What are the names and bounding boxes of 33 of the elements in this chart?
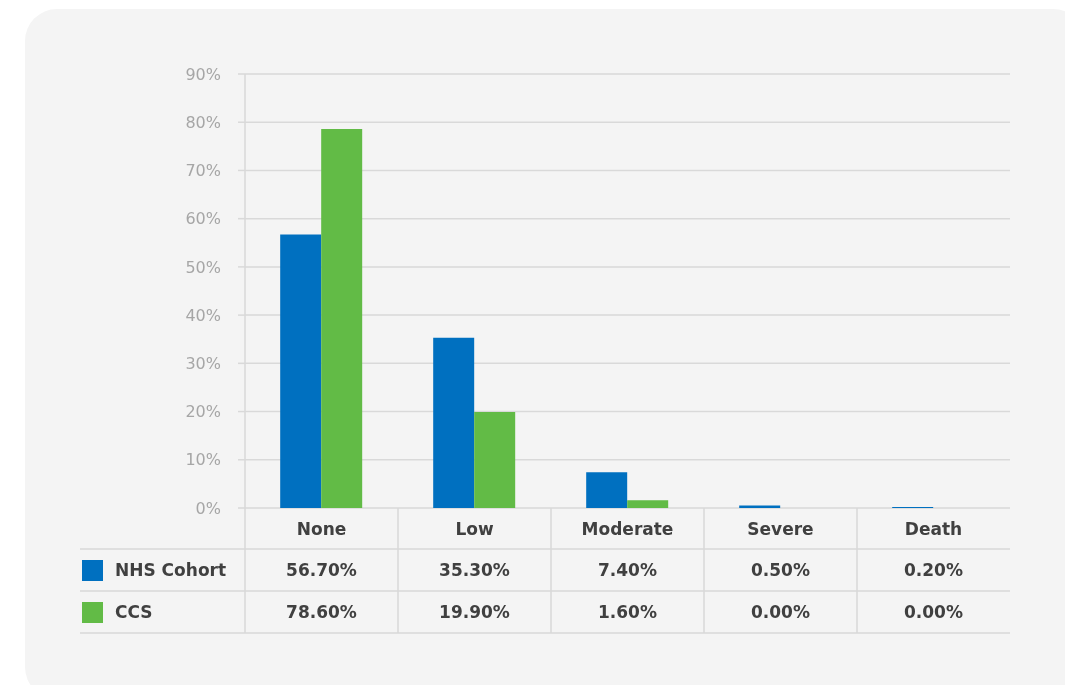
y-tick-label: 10% (185, 450, 221, 470)
y-tick-label: 90% (185, 64, 221, 84)
x-tick-label: None (296, 518, 347, 539)
bar (433, 337, 475, 508)
y-tick-label: 40% (185, 305, 221, 325)
data-label: 7.40% (598, 560, 657, 580)
x-tick-label: Moderate (581, 518, 674, 539)
bar (321, 128, 363, 508)
y-tick-label: 70% (185, 161, 221, 181)
legend-label: NHS Cohort (115, 559, 227, 582)
bar (586, 472, 628, 508)
y-tick-label: 50% (185, 257, 221, 277)
y-tick-label: 30% (185, 354, 221, 374)
y-tick-label: 60% (185, 209, 221, 229)
data-label: 0.00% (751, 602, 810, 622)
data-label: 1.60% (598, 602, 657, 622)
bar (474, 412, 516, 508)
data-label: 19.90% (439, 602, 510, 622)
data-label: 78.60% (286, 602, 357, 622)
y-tick-label: 80% (185, 112, 221, 132)
x-tick-label: Death (904, 518, 963, 539)
bar (627, 500, 669, 508)
x-tick-label: Severe (747, 518, 814, 539)
data-label: 56.70% (286, 560, 357, 580)
data-label: 0.50% (751, 560, 810, 580)
y-tick-label: 20% (185, 402, 221, 422)
data-label: 0.00% (904, 602, 963, 622)
data-label: 0.20% (904, 560, 963, 580)
y-tick-label: 0% (195, 498, 221, 518)
data-label: 35.30% (439, 560, 510, 580)
x-tick-label: Low (455, 518, 494, 539)
legend-label: CCS (115, 601, 153, 624)
bar (280, 234, 322, 508)
